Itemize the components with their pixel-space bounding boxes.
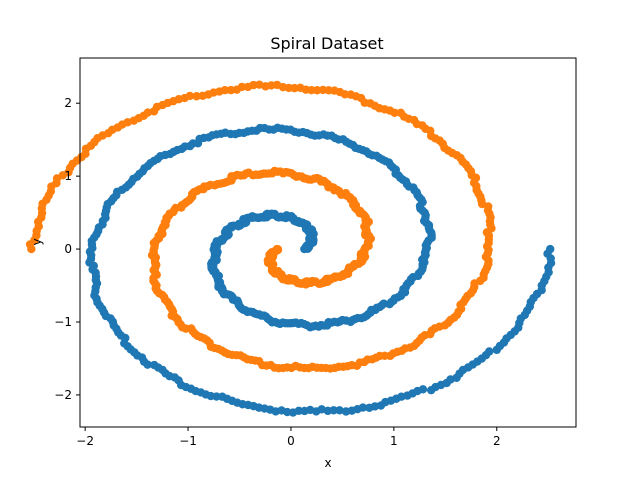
y-tick-label: 0 [64,242,72,256]
data-point [546,244,555,254]
x-tick-label: 2 [493,434,501,448]
y-axis-label: y [30,238,44,245]
y-tick-label: −2 [54,388,72,402]
data-point [329,406,338,415]
data-point [192,92,201,101]
data-point [143,360,152,369]
ticks-layer: −2 −1 0 1 2 −2 −1 0 1 2 [54,96,500,448]
y-tick-label: −1 [54,315,72,329]
x-axis-label: x [324,456,331,470]
x-tick-label: −2 [76,434,94,448]
x-tick-label: −1 [179,434,197,448]
y-tick-label: 2 [64,96,72,110]
data-point [198,91,207,100]
y-tick-label: 1 [64,169,72,183]
plot-frame [79,57,577,428]
data-point [335,406,344,415]
data-point [485,347,494,356]
data-point [27,244,36,254]
points-layer [25,80,556,417]
chart-title: Spiral Dataset [270,34,383,53]
x-tick-label: 1 [390,434,398,448]
data-point [226,85,236,95]
x-tick-label: 0 [287,434,295,448]
data-point [418,385,428,394]
data-point [243,82,253,92]
data-point [358,403,368,412]
data-point [396,108,406,118]
